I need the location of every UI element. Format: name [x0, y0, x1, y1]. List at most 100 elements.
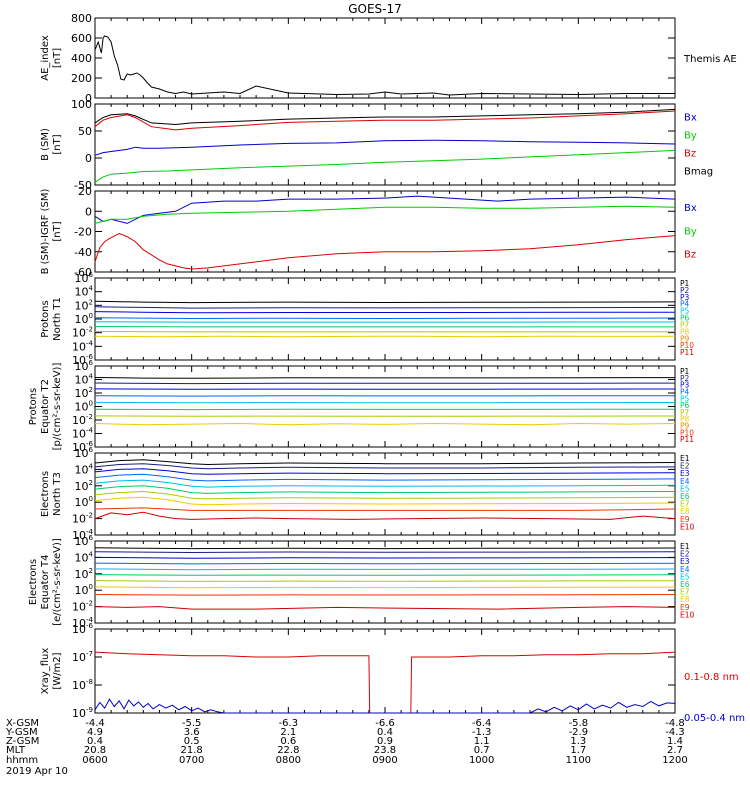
- legend-entry: P8: [680, 327, 690, 336]
- panel-frame: [94, 540, 676, 624]
- y-tick-label: 104: [75, 462, 94, 476]
- legend-entry: P4: [680, 387, 690, 396]
- table-cell: 1.1: [474, 736, 490, 747]
- y-axis-label: AE_index: [40, 35, 51, 81]
- legend-entry: 0.1-0.8 nm: [684, 672, 739, 683]
- y-tick-label: -20: [74, 226, 92, 239]
- series-line-e10: [94, 511, 676, 520]
- series-line-p3: [94, 311, 675, 314]
- series-line-e2: [94, 551, 676, 554]
- legend-entry: P1: [680, 279, 690, 288]
- table-cell: 0.4: [377, 727, 393, 738]
- table-row-label: Y-GSM: [5, 727, 38, 738]
- legend-entry: E8: [680, 595, 690, 604]
- series-line-e5: [94, 568, 676, 571]
- legend-entry: By: [684, 131, 697, 142]
- panel-frame: [94, 452, 676, 536]
- table-cell: 0.5: [184, 736, 200, 747]
- y-axis-label: Protons: [28, 388, 39, 425]
- table-cell: 21.8: [181, 745, 203, 756]
- table-cell: 0600: [82, 755, 107, 766]
- y-axis-label: [nT]: [52, 48, 63, 68]
- y-tick-label: 10-7: [72, 650, 93, 664]
- y-axis-label: [p/(cm²-s-sr-keV)]: [52, 363, 63, 451]
- y-axis-label: [nT]: [52, 134, 63, 154]
- table-cell: -5.5: [182, 718, 202, 729]
- legend-entry: Themis AE: [683, 54, 737, 65]
- series-line-e1: [94, 459, 676, 466]
- legend-entry: P9: [680, 422, 690, 431]
- y-axis-label: [W/m2]: [52, 652, 63, 689]
- table-cell: 1000: [469, 755, 494, 766]
- date-label: 2019 Apr 10: [6, 766, 68, 777]
- y-tick-label: 104: [75, 550, 94, 564]
- table-row-label: X-GSM: [6, 718, 39, 729]
- table-cell: 1.7: [570, 745, 586, 756]
- y-tick-label: 106: [75, 359, 94, 373]
- y-tick-label: 104: [75, 373, 94, 387]
- table-cell: 0.9: [377, 736, 393, 747]
- table-cell: -4.4: [85, 718, 105, 729]
- y-axis-label: Electrons: [40, 471, 51, 517]
- table-cell: 2.7: [667, 745, 683, 756]
- legend-entry: E4: [680, 477, 690, 486]
- table-cell: -2.9: [569, 727, 589, 738]
- legend-entry: E1: [680, 542, 690, 551]
- legend-entry: P5: [680, 394, 690, 403]
- y-tick-label: 100: [75, 583, 93, 597]
- y-tick-label: 10-2: [72, 326, 93, 340]
- y-tick-label: 104: [75, 285, 94, 299]
- series-line-themis-ae: [94, 35, 675, 96]
- legend-entry: E2: [680, 462, 690, 471]
- y-tick-label: 50: [78, 125, 92, 138]
- y-tick-label: -40: [74, 246, 92, 259]
- legend-entry: E10: [680, 522, 695, 531]
- series-line-p1: [94, 300, 676, 304]
- y-axis-label: Electrons: [28, 559, 39, 605]
- y-axis-label: B (SM)-IGRF (SM): [40, 189, 51, 275]
- series-line-e4: [94, 473, 676, 482]
- legend-entry: E6: [680, 492, 690, 501]
- series-line-e8: [94, 586, 676, 589]
- legend-entry: E10: [680, 610, 695, 619]
- legend-entry: E8: [680, 507, 690, 516]
- y-tick-label: 102: [75, 479, 93, 493]
- y-tick-label: 400: [71, 52, 92, 65]
- y-tick-label: 10-2: [72, 600, 93, 614]
- y-tick-label: 106: [75, 271, 94, 285]
- series-line-e1: [94, 547, 676, 550]
- legend-entry: P3: [680, 293, 690, 302]
- series-line-e7: [94, 490, 676, 500]
- series-line-e3: [94, 468, 676, 475]
- table-cell: 1200: [662, 755, 687, 766]
- y-tick-label: 100: [75, 312, 93, 326]
- table-cell: 0.7: [474, 745, 490, 756]
- table-cell: -4.8: [665, 718, 685, 729]
- y-axis-label: Equator T4: [40, 555, 51, 610]
- table-cell: 0.4: [87, 736, 103, 747]
- legend-entry: E3: [680, 469, 690, 478]
- y-tick-label: 10-4: [72, 427, 94, 441]
- legend-entry: P7: [680, 320, 690, 329]
- legend-entry: Bz: [684, 249, 696, 260]
- series-line-p8: [94, 422, 676, 426]
- legend-entry: E1: [680, 454, 690, 463]
- legend-entry: E5: [680, 572, 690, 581]
- series-line-bz: [94, 232, 676, 270]
- legend-entry: Bz: [684, 149, 696, 160]
- series-line-0-05-0-4-nm: [94, 698, 676, 714]
- legend-entry: P11: [680, 348, 694, 357]
- y-tick-label: 10-2: [72, 512, 93, 526]
- y-tick-label: 10-6: [72, 440, 94, 454]
- legend-entry: P3: [680, 381, 690, 390]
- table-cell: 1.3: [570, 736, 586, 747]
- legend-entry: P7: [680, 408, 690, 417]
- orbit-table: X-GSM -4.4 -5.5 -6.3 -6.6 -6.4 -5.8 -4.8 Y-GSM 4.…: [5, 718, 688, 766]
- table-cell: 3.6: [184, 727, 200, 738]
- series-line-0-1-0-8-nm: [94, 651, 676, 714]
- y-tick-label: 200: [71, 72, 92, 85]
- panel-1: 0 200 400 600 800 AE_index [nT] Themis AE: [40, 12, 737, 105]
- legend-entry: By: [684, 226, 697, 237]
